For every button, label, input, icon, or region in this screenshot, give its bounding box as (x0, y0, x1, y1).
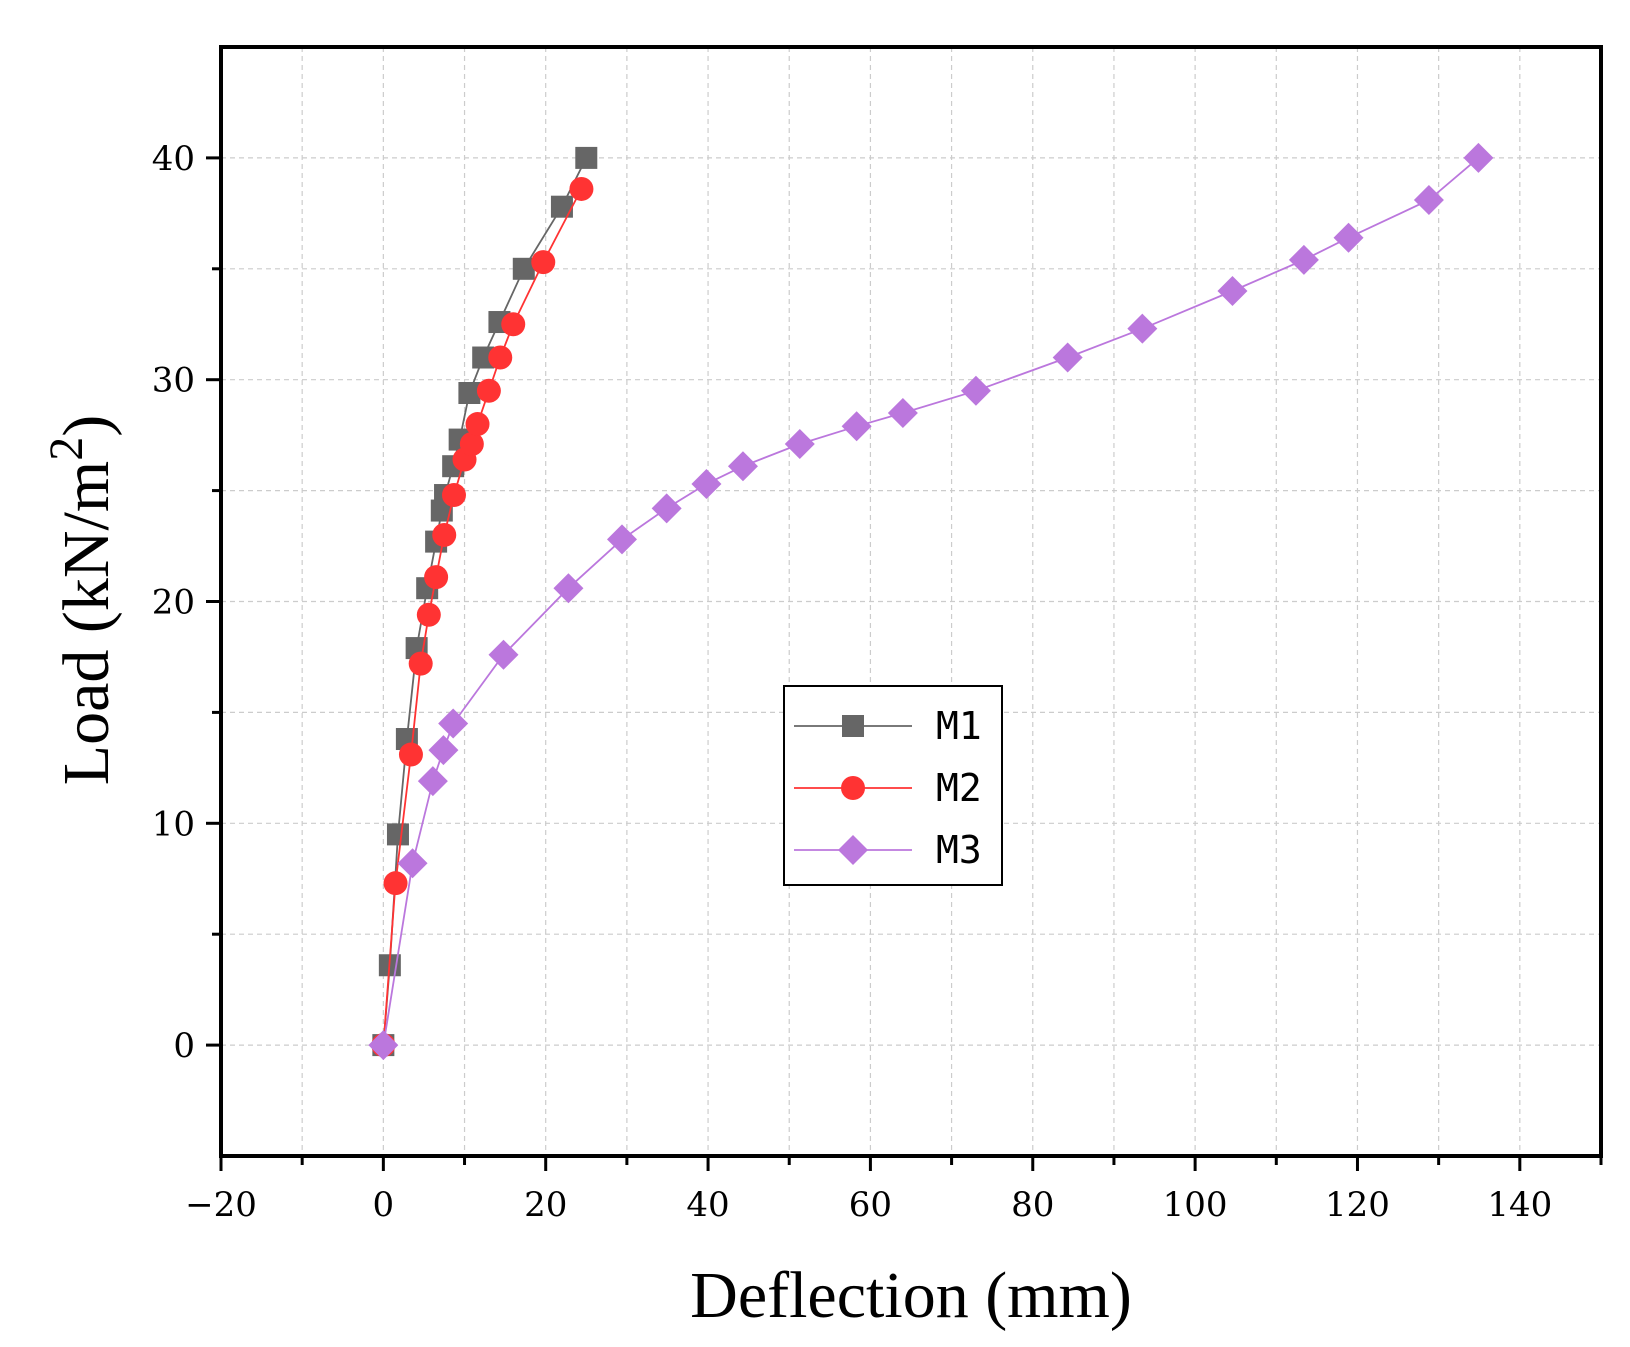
x-tick-label: 60 (849, 1185, 892, 1225)
data-point-m3 (397, 848, 428, 879)
y-tick-label: 10 (152, 804, 195, 844)
data-point-m3 (651, 493, 682, 524)
data-point-m1 (512, 257, 535, 280)
legend-item-m2: M2 (794, 766, 982, 810)
data-point-m3 (841, 411, 872, 442)
data-point-m3 (417, 766, 448, 797)
data-point-m1 (472, 346, 495, 369)
x-axis-title: Deflection (mm) (690, 1259, 1132, 1332)
series-line-m3 (382, 157, 1479, 1046)
y-axis-title-superscript: 2 (40, 437, 93, 461)
data-point-m3 (1333, 222, 1364, 253)
data-point-m3 (887, 397, 918, 428)
axis-ticks (206, 156, 1603, 1171)
data-point-m3 (1288, 244, 1319, 275)
series-line-m2 (382, 188, 583, 1046)
tick-labels: −20 0 20 40 60 80 100 120 140 0 10 20 30 40 (152, 139, 1553, 1225)
data-point-m3 (438, 708, 469, 739)
legend-item-m3: M3 (794, 828, 982, 872)
data-point-m3 (488, 639, 519, 670)
legend-items: M1 M2 M3 (794, 704, 982, 872)
data-point-m3 (1413, 185, 1444, 216)
x-tick-label: 100 (1163, 1185, 1228, 1225)
data-point-m1 (575, 146, 598, 169)
data-point-m2 (441, 483, 466, 508)
data-point-m1 (458, 382, 481, 405)
data-point-m3 (1127, 313, 1158, 344)
data-point-m2 (424, 565, 449, 590)
y-tick-label: 20 (152, 583, 195, 623)
data-point-m2 (432, 522, 457, 547)
y-tick-label: 30 (152, 361, 195, 401)
legend-label-m1: M1 (936, 704, 982, 748)
y-axis-title-main: Load (kN/m (50, 461, 123, 785)
data-point-m3 (960, 375, 991, 406)
series-layer (368, 142, 1494, 1061)
y-tick-label: 40 (152, 139, 195, 179)
data-point-m2 (459, 432, 484, 457)
data-point-m1 (550, 195, 573, 218)
y-axis-title-close: ) (50, 415, 123, 437)
data-point-m2 (488, 345, 513, 370)
x-tick-label: −20 (185, 1185, 257, 1225)
data-point-m2 (476, 378, 501, 403)
data-point-m2 (398, 742, 423, 767)
x-tick-label: 120 (1325, 1185, 1390, 1225)
legend-marker-m1 (842, 715, 864, 737)
legend-item-m1: M1 (794, 704, 982, 748)
legend-box (783, 685, 1003, 886)
data-point-m3 (691, 468, 722, 499)
x-tick-label: 40 (686, 1185, 729, 1225)
data-point-m3 (784, 429, 815, 460)
x-tick-label: 140 (1487, 1185, 1552, 1225)
data-point-m2 (408, 651, 433, 676)
y-axis-title: Load (kN/m2) (40, 415, 123, 785)
data-point-m2 (569, 176, 594, 201)
data-point-m2 (416, 602, 441, 627)
data-point-m2 (501, 312, 526, 337)
data-point-m3 (368, 1030, 399, 1061)
x-tick-label: 20 (524, 1185, 567, 1225)
series-m3 (368, 142, 1494, 1061)
data-point-m3 (553, 573, 584, 604)
data-point-m2 (531, 250, 556, 275)
legend-label-m2: M2 (936, 766, 982, 810)
data-point-m3 (1052, 342, 1083, 373)
legend-label-m3: M3 (936, 828, 982, 872)
data-point-m1 (386, 823, 409, 846)
legend-marker-m2 (841, 776, 865, 800)
data-point-m2 (383, 871, 408, 896)
data-point-m3 (607, 524, 638, 555)
y-tick-label: 0 (173, 1026, 195, 1066)
x-tick-label: 80 (1011, 1185, 1054, 1225)
data-point-m2 (465, 412, 490, 437)
x-tick-label: 0 (373, 1185, 395, 1225)
data-point-m3 (1463, 142, 1494, 173)
data-point-m3 (727, 451, 758, 482)
data-point-m3 (1217, 275, 1248, 306)
legend: M1 M2 M3 (783, 685, 1003, 886)
legend-marker-m3 (838, 835, 868, 865)
data-point-m3 (428, 735, 459, 766)
